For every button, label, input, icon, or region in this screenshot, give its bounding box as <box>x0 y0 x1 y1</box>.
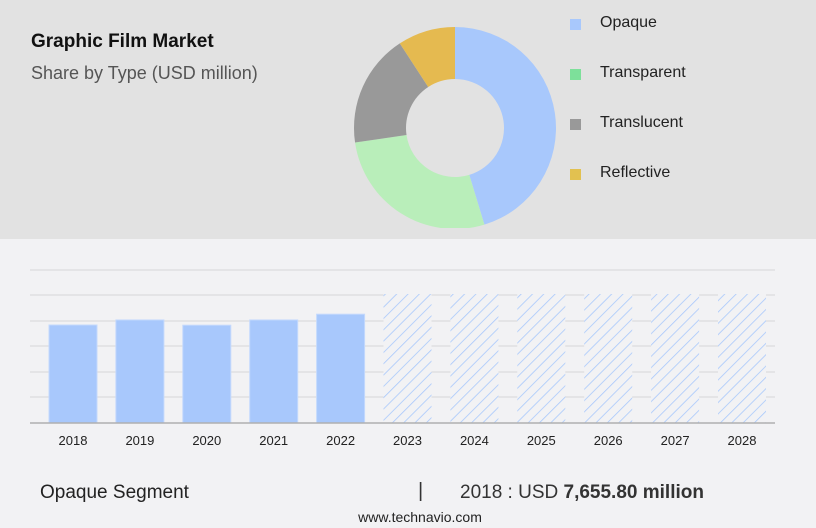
bar-chart: 2018 2019 2020 2021 2022 2023 2024 2025 2026 2027… <box>30 269 775 448</box>
bar-2018 <box>48 324 98 424</box>
x-tick-label: 2024 <box>460 433 489 448</box>
segment-label: Opaque Segment <box>40 482 189 503</box>
segment-value: 2018 : USD 7,655.80 million <box>460 482 704 504</box>
legend-label: Opaque <box>600 14 657 31</box>
x-tick-label: 2025 <box>527 433 556 448</box>
donut-slice-opaque <box>455 27 557 225</box>
bar-2022 <box>316 313 366 424</box>
legend-swatch-opaque <box>570 19 581 30</box>
chart-title: Graphic Film Market <box>31 31 214 52</box>
x-tick-label: 2018 <box>59 433 88 448</box>
bar-2025 <box>517 294 566 423</box>
legend-swatch-transparent <box>570 69 581 80</box>
footer-separator: | <box>418 480 424 502</box>
segment-value-prefix: 2018 : USD <box>460 482 559 503</box>
donut-slice-transparent <box>355 135 485 228</box>
x-tick-label: 2028 <box>728 433 757 448</box>
legend-label: Reflective <box>600 164 671 181</box>
bar-2028 <box>718 294 766 423</box>
x-tick-label: 2027 <box>661 433 690 448</box>
legend-label: Translucent <box>600 114 683 131</box>
donut-slice-reflective <box>399 27 455 87</box>
legend-swatch-reflective <box>570 169 581 180</box>
x-tick-label: 2022 <box>326 433 355 448</box>
chart-subtitle: Share by Type (USD million) <box>31 63 258 83</box>
bar-2019 <box>115 319 165 424</box>
legend-swatch-translucent <box>570 119 581 130</box>
x-tick-label: 2020 <box>192 433 221 448</box>
x-tick-label: 2026 <box>594 433 623 448</box>
donut-chart <box>354 27 557 228</box>
x-tick-label: 2021 <box>259 433 288 448</box>
bar-2024 <box>450 294 499 423</box>
segment-value-amount: 7,655.80 million <box>563 482 704 503</box>
donut-slice-translucent <box>354 43 429 143</box>
bar-2027 <box>651 294 700 423</box>
bar-2026 <box>584 294 633 423</box>
bar-2021 <box>249 319 299 424</box>
source-link[interactable]: www.technavio.com <box>358 509 482 525</box>
legend-label: Transparent <box>600 64 686 81</box>
bar-2023 <box>383 294 432 423</box>
x-tick-label: 2023 <box>393 433 422 448</box>
x-tick-label: 2019 <box>125 433 154 448</box>
bar-2020 <box>182 324 232 424</box>
